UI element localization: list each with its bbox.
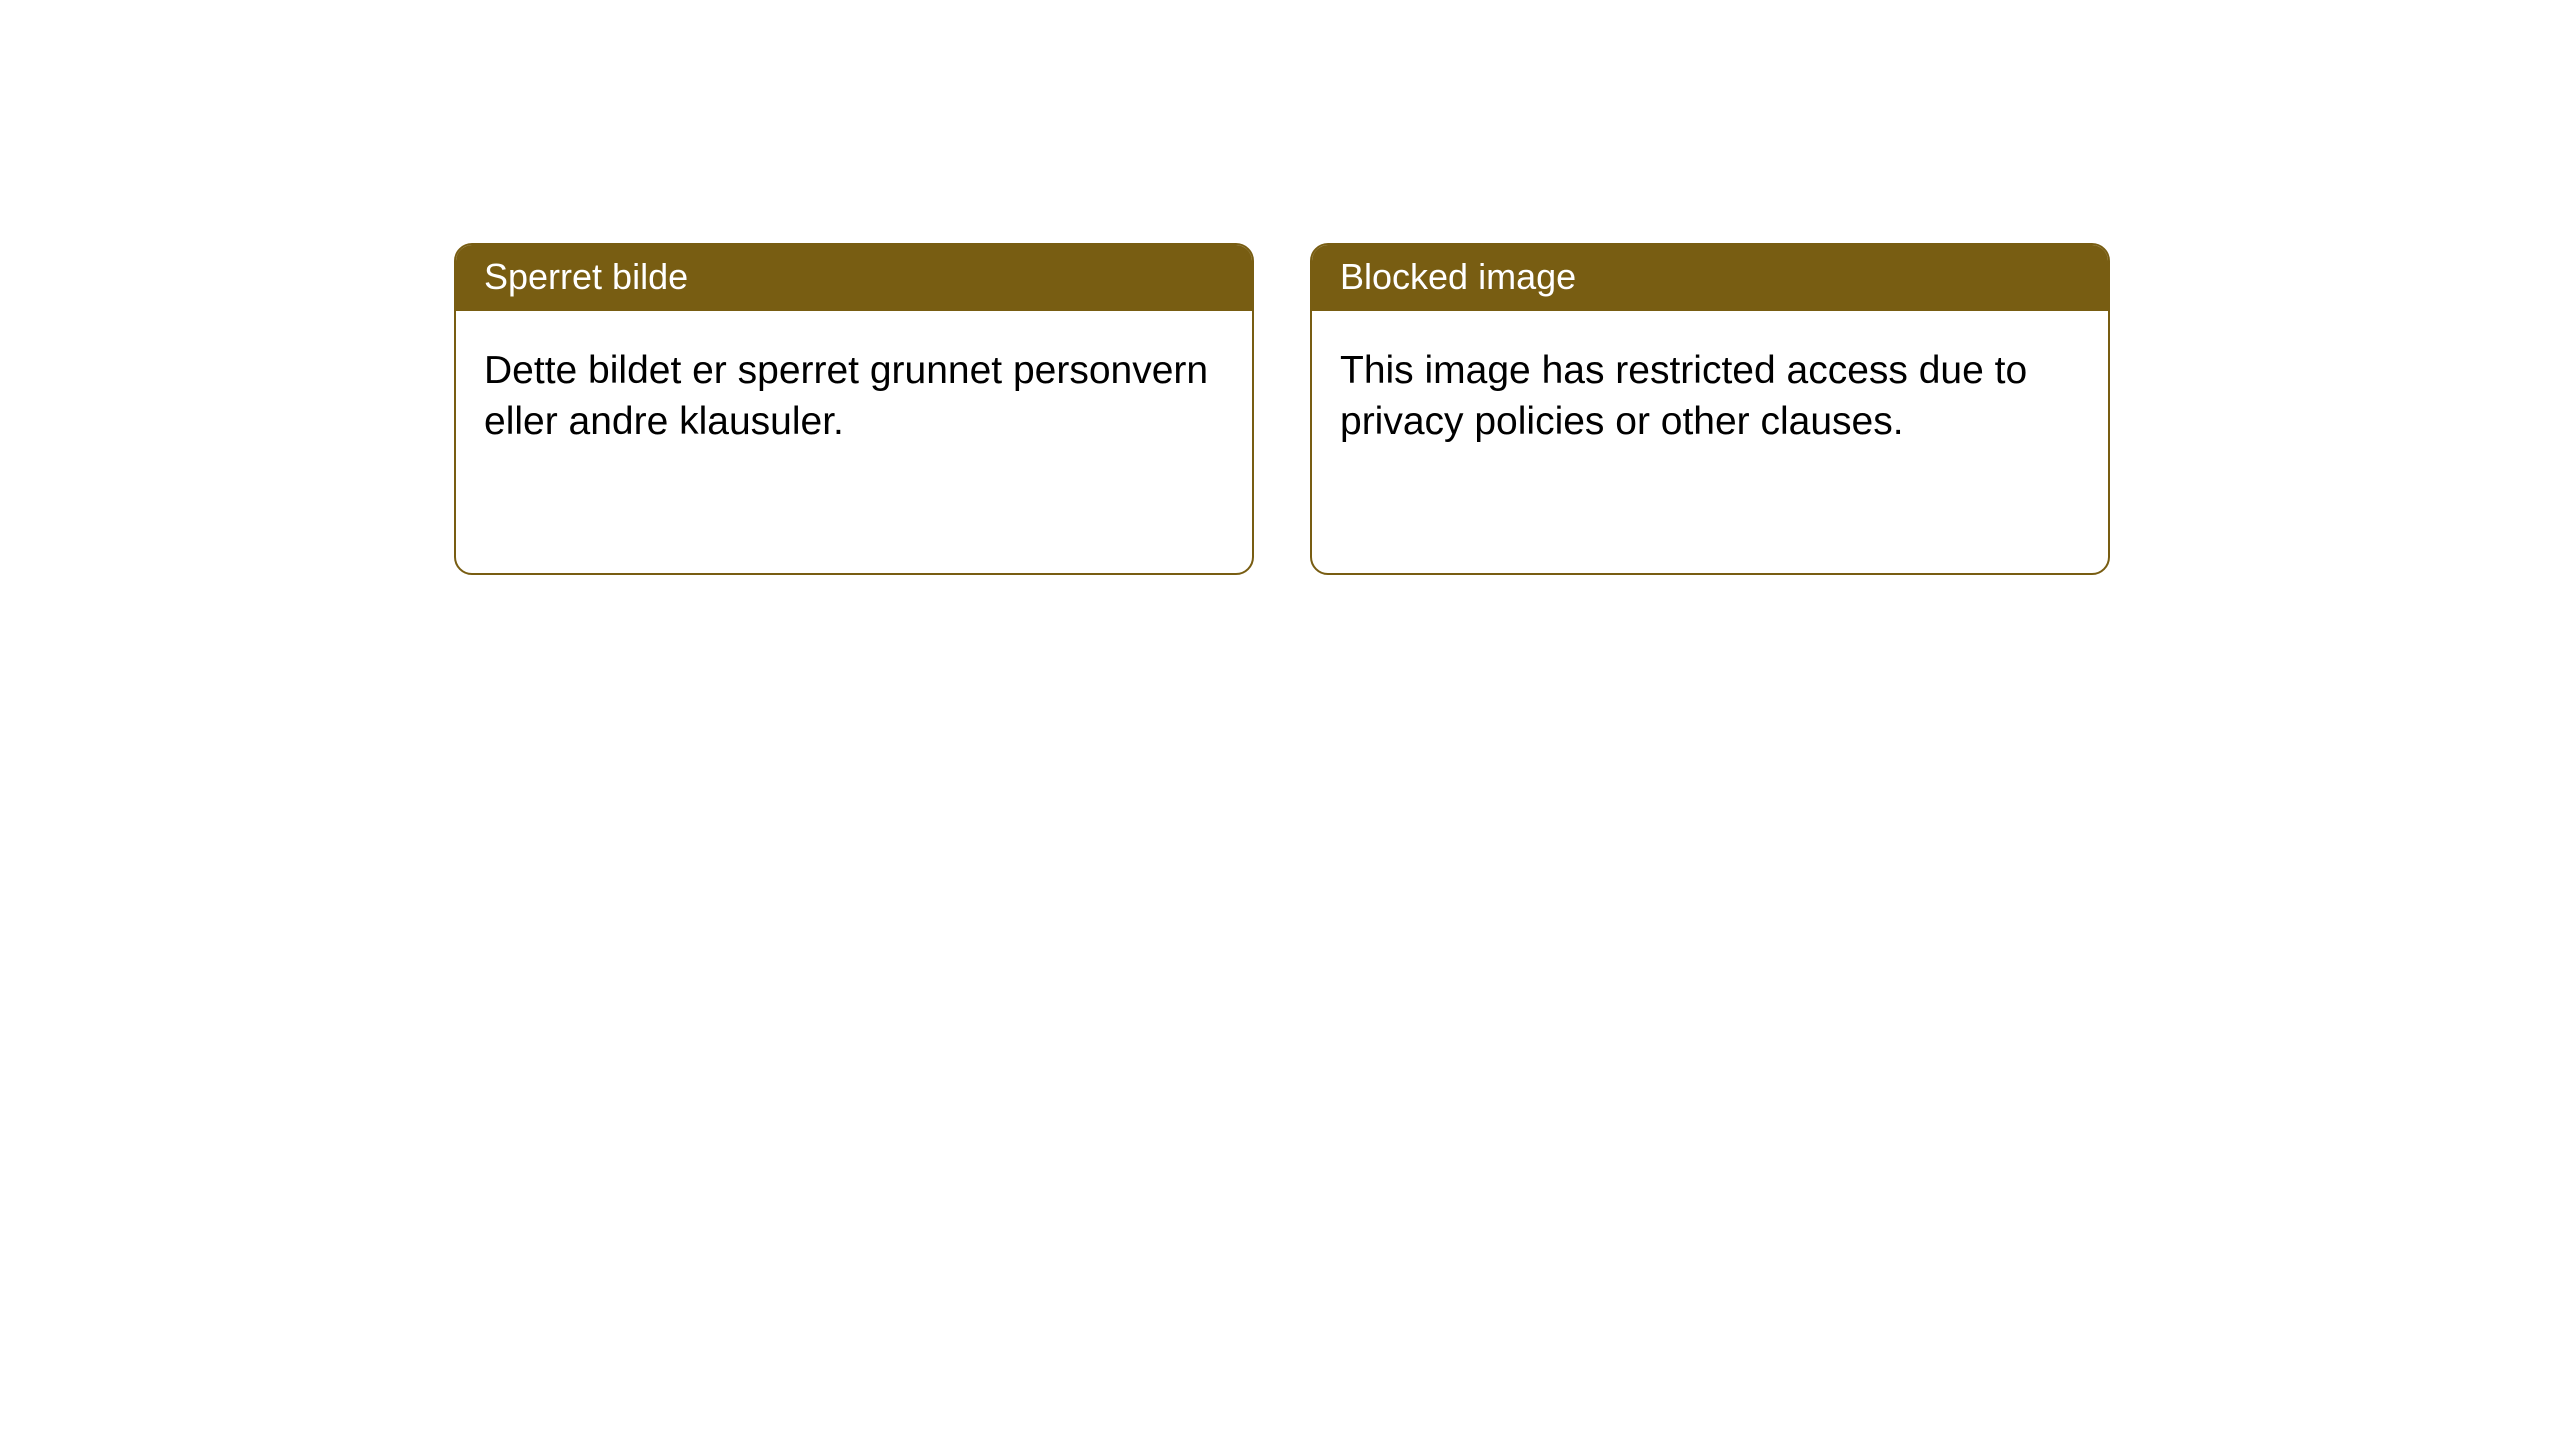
card-body: This image has restricted access due to … (1312, 311, 2108, 476)
card-title: Sperret bilde (484, 256, 688, 297)
card-english: Blocked image This image has restricted … (1310, 243, 2110, 575)
cards-container: Sperret bilde Dette bildet er sperret gr… (454, 243, 2560, 575)
card-body-text: Dette bildet er sperret grunnet personve… (484, 349, 1208, 443)
card-norwegian: Sperret bilde Dette bildet er sperret gr… (454, 243, 1254, 575)
card-header: Sperret bilde (456, 245, 1252, 311)
card-header: Blocked image (1312, 245, 2108, 311)
card-body: Dette bildet er sperret grunnet personve… (456, 311, 1252, 476)
card-body-text: This image has restricted access due to … (1340, 349, 2027, 443)
card-title: Blocked image (1340, 256, 1576, 297)
